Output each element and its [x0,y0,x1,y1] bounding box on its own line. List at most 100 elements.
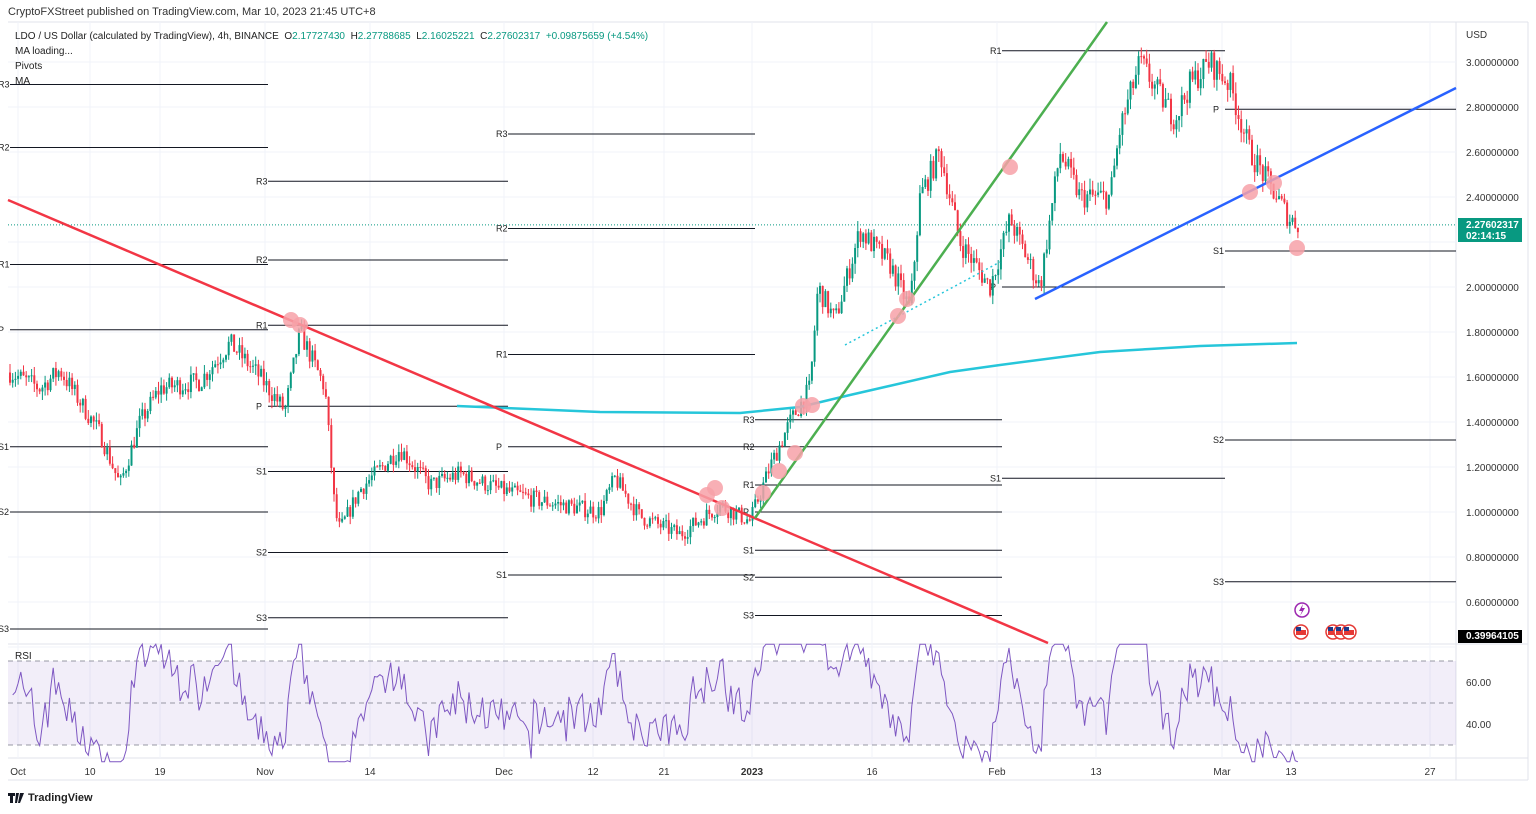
candle-body [1094,194,1097,196]
candle-body [1178,116,1181,121]
candle-body [489,481,492,491]
pivot-label: S2 [0,507,9,517]
candle-body [1267,166,1270,172]
candle-body [230,334,233,342]
candle-body [1202,59,1205,80]
candle-body [843,285,846,302]
candle-body [1078,189,1081,196]
candle-body [967,244,970,254]
candle-body [57,371,60,378]
candle-body [454,472,457,480]
candle-body [1161,84,1164,108]
time-tick: Feb [988,767,1006,778]
bar-countdown: 02:14:15 [1466,231,1507,242]
tradingview-footer[interactable]: TradingView [8,792,93,804]
candle-body [14,378,17,380]
candle-body [451,472,454,480]
candle-body [36,383,38,390]
candle-body [1140,56,1143,58]
low-value: 2.16025221 [421,31,475,42]
candle-body [1237,115,1240,120]
candle-body [260,368,263,377]
candle-body [1278,196,1280,200]
symbol-legend-row[interactable]: LDO / US Dollar (calculated by TradingVi… [15,29,648,44]
candle-body [616,475,619,488]
candle-body [419,466,422,468]
price-tick: 2.40000000 [1466,193,1519,204]
candle-body [1172,124,1175,130]
pivot-label: S3 [256,613,267,623]
candle-body [44,382,47,388]
candle-body [214,364,217,368]
candle-body [1264,166,1267,181]
candle-body [1059,154,1062,169]
candle-body [254,364,257,366]
candle-body [894,265,897,287]
candle-body [25,375,28,378]
candle-body [678,531,681,535]
candle-body [457,466,460,480]
candle-body [1261,165,1264,181]
candle-body [1005,231,1008,233]
candle-body [840,301,843,314]
pivot-label: S1 [990,473,1001,483]
time-tick: 27 [1424,767,1436,778]
time-tick: 13 [1285,767,1297,778]
high-value: 2.27788685 [357,31,411,42]
candle-body [659,523,662,528]
candle-body [1229,73,1232,90]
pivot-label: S2 [743,572,754,582]
candle-body [532,490,535,507]
candle-body [503,481,506,495]
candle-body [697,522,700,526]
candle-body [351,497,354,517]
last-price-tag: 2.27602317 02:14:15 [1458,218,1522,242]
candle-body [484,476,487,491]
lightning-glyph [1299,604,1305,616]
candle-body [435,477,438,488]
candle-body [87,418,90,424]
pivot-label: R2 [743,442,755,452]
pivot-label: S1 [496,570,507,580]
candle-body [1259,155,1262,166]
candle-body [295,354,298,358]
candle-body [686,537,689,539]
indicator-ma-loading[interactable]: MA loading... [15,46,73,57]
candle-body [584,500,587,518]
candle-body [60,371,63,377]
candle-body [141,409,144,416]
candle-body [1072,167,1075,175]
currency-label: USD [1466,30,1487,41]
candle-body [827,291,830,314]
candle-body [430,478,433,490]
candle-body [84,398,87,419]
candle-body [179,380,182,395]
candle-body [1275,198,1278,200]
candle-body [362,488,365,494]
candle-body [705,509,708,526]
candle-body [65,379,68,387]
candle-body [948,194,951,199]
candle-body [508,487,511,492]
indicator-ma[interactable]: MA [15,76,30,87]
time-tick: Oct [10,767,26,778]
candle-body [1002,232,1005,250]
candle-body [500,481,503,488]
candle-body [184,389,187,391]
candle-body [900,273,902,281]
candle-body [262,368,265,386]
pivot-label: P [256,401,262,411]
candle-body [171,377,173,388]
pivot-label: R1 [0,260,10,270]
candle-body [824,291,827,308]
candle-body [478,482,481,484]
candle-body [1191,71,1194,80]
candle-body [203,373,206,388]
candle-body [1226,83,1229,90]
indicator-pivots[interactable]: Pivots [15,61,43,72]
candle-body [357,491,360,504]
candle-body [41,387,44,392]
candle-body [222,359,225,363]
rsi-pane-label[interactable]: RSI [15,651,32,662]
